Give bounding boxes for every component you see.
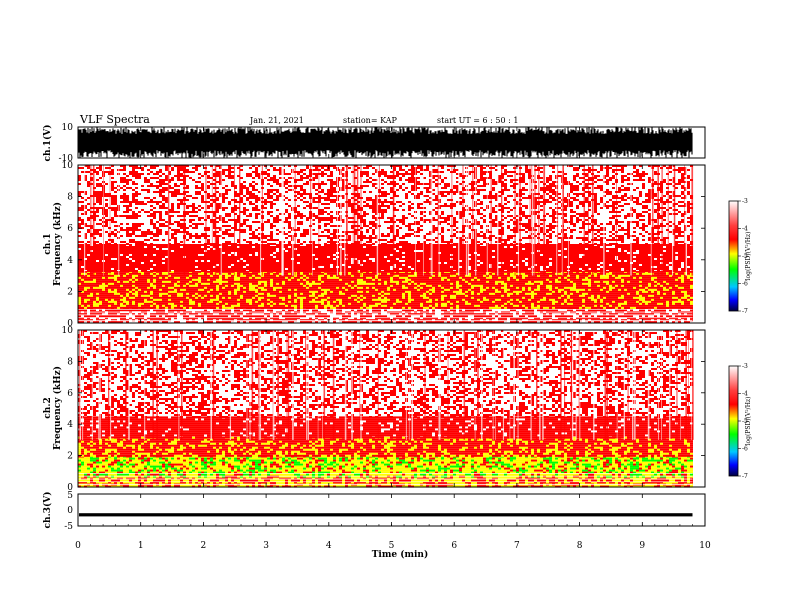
ch1-spectrogram-streaks (84, 165, 694, 276)
time-xtick: 9 (639, 541, 645, 551)
ch2-colorbar-gradient (728, 365, 739, 477)
ch2-spectrogram-ylabel-line1: ch.2 (43, 397, 53, 418)
ch3-ytick-top: 5 (67, 491, 73, 501)
time-xtick: 8 (577, 541, 583, 551)
ch1-spectrogram-ytick: 2 (67, 287, 73, 297)
ch3-waveform-line (79, 513, 693, 517)
ch2-spectrogram-ylabel-line2: Frequency (kHz) (52, 366, 63, 450)
time-xtick: 0 (75, 541, 81, 551)
ch2-colorbar: -3 -4 -5 -6 -7 log(PSD)(V²/Hz) (728, 363, 752, 480)
time-axis-label: Time (min) (372, 549, 429, 560)
start-time-label: start UT = 6 : 50 : 1 (437, 116, 518, 125)
ch2-spectrogram-ytick: 8 (67, 357, 73, 367)
ch3-waveform-ylabel: ch.3(V) (42, 492, 53, 529)
ch2-colorbar-tick: -3 (742, 363, 748, 370)
ch1-waveform-line (78, 127, 693, 158)
ch1-colorbar-tick: -5 (742, 253, 748, 260)
ch1-spectrogram-ytick: 10 (62, 161, 74, 171)
ch2-colorbar-tick: -6 (742, 446, 748, 453)
ch2-spectrogram-streaks (79, 330, 694, 440)
ch1-colorbar: -3 -4 -5 -6 -7 log(PSD)(V²/Hz) (728, 198, 752, 315)
ch1-colorbar-tick: -3 (742, 198, 748, 205)
ch2-spectrogram-ytick: 6 (67, 389, 73, 399)
ch1-waveform-panel: 10 -10 ch.1(V) (42, 123, 706, 164)
ch1-ytick-top: 10 (62, 123, 74, 133)
ch1-colorbar-label: log(PSD)(V²/Hz) (745, 232, 752, 281)
station-label: station= KAP (343, 116, 398, 125)
time-xtick: 4 (326, 541, 332, 551)
ch2-spectrogram-ytick: 2 (67, 452, 73, 462)
ch1-spectrogram-ytick: 4 (67, 256, 73, 266)
figure-title: VLF Spectra (79, 113, 150, 126)
ch2-spectrogram-image (78, 330, 705, 488)
ch2-spectrogram-band-2 (78, 436, 693, 457)
time-xtick: 2 (201, 541, 207, 551)
time-xtick: 6 (451, 541, 457, 551)
ch1-spectrogram-ylabel-line1: ch.1 (43, 233, 53, 254)
ch2-spectrogram-ytick: 10 (62, 326, 74, 336)
ch1-spectrogram-ytick: 6 (67, 224, 73, 234)
ch1-waveform-trace (78, 127, 693, 158)
ch3-ytick-mid: 0 (67, 506, 73, 516)
ch2-spectrogram-panel: 0 2 4 6 8 10 ch.2 Frequency (kHz) (43, 326, 706, 493)
ch1-waveform-ylabel: ch.1(V) (42, 125, 53, 162)
ch2-colorbar-label: log(PSD)(V²/Hz) (745, 397, 752, 446)
ch2-spectrogram-ytick: 0 (67, 483, 73, 493)
ch1-spectrogram-panel: 0 2 4 6 8 10 ch.1 Frequency (kHz) (43, 161, 706, 329)
ch2-colorbar-tick: -4 (742, 391, 748, 398)
ch3-ytick-bottom: -5 (64, 522, 73, 532)
time-xtick: 3 (263, 541, 269, 551)
ch2-colorbar-tick: -5 (742, 418, 748, 425)
ch1-spectrogram-band-1 (78, 270, 693, 309)
ch1-colorbar-tick: -6 (742, 281, 748, 288)
ch1-spectrogram-ytick: 8 (67, 193, 73, 203)
date-label: Jan. 21, 2021 (249, 116, 304, 125)
ch3-waveform-panel: 5 0 -5 ch.3(V) 0 1 2 3 4 5 6 7 8 9 10 Time (min) (42, 127, 711, 560)
time-xtick: 7 (514, 541, 520, 551)
ch1-colorbar-gradient (728, 200, 739, 312)
ch1-spectrogram-ylabel-line2: Frequency (kHz) (52, 202, 63, 286)
ch2-spectrogram-band-1 (78, 455, 693, 478)
time-xtick: 1 (138, 541, 144, 551)
ch2-colorbar-tick: -7 (742, 473, 748, 480)
ch3-waveform-trace (79, 513, 693, 517)
ch1-spectrogram-image (78, 165, 705, 324)
ch2-spectrogram-ytick: 4 (67, 420, 73, 430)
time-xtick: 5 (389, 541, 395, 551)
ch1-colorbar-tick: -4 (742, 226, 748, 233)
ch1-ytick-bottom: -10 (59, 154, 74, 164)
ch1-colorbar-tick: -7 (742, 308, 748, 315)
ch3-waveform-frame (77, 493, 706, 527)
ch1-spectrogram-ytick: 0 (67, 319, 73, 329)
time-xtick: 10 (699, 541, 711, 551)
